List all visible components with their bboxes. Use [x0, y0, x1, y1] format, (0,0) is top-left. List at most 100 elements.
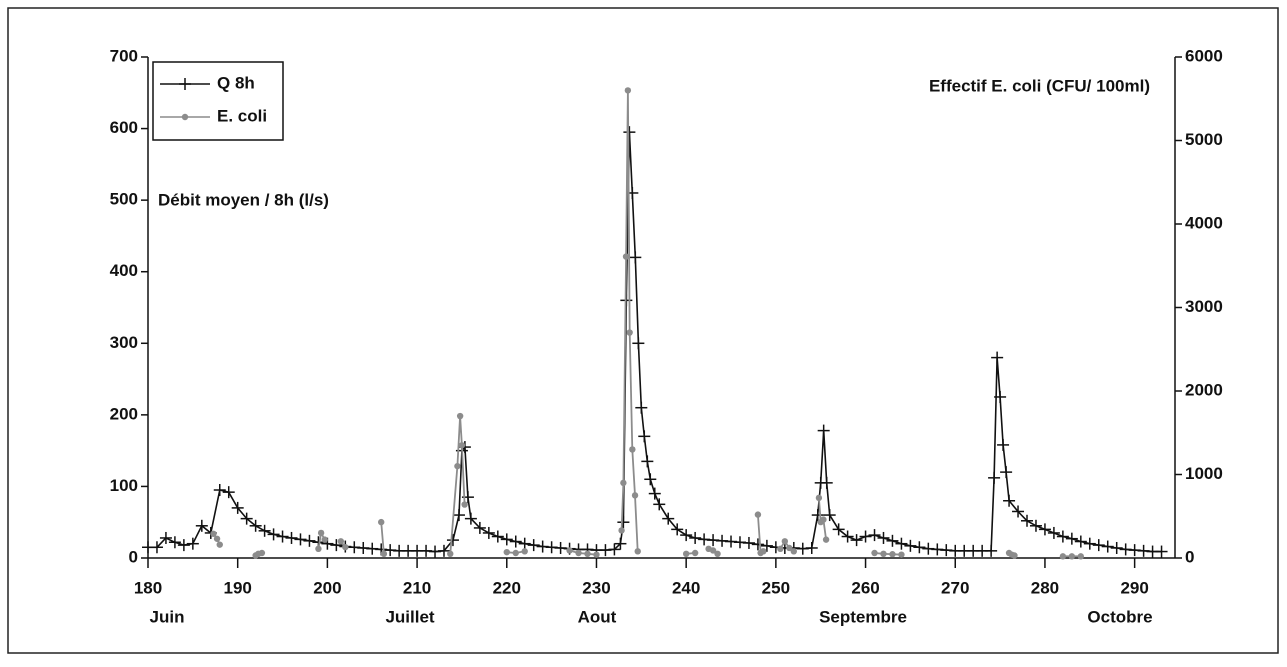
y2-tick-label: 0: [1185, 547, 1194, 566]
marker: [760, 548, 767, 555]
marker: [868, 529, 881, 542]
marker: [620, 479, 627, 487]
marker: [1056, 530, 1069, 543]
marker: [159, 531, 172, 544]
marker: [303, 534, 316, 547]
marker: [790, 548, 797, 555]
marker: [631, 492, 639, 499]
marker: [629, 251, 642, 264]
legend-label: Q 8h: [217, 73, 255, 92]
marker: [458, 442, 466, 449]
marker: [629, 446, 636, 453]
marker: [1029, 519, 1042, 532]
y-tick-label: 500: [110, 190, 138, 209]
y2-axis-label: Effectif E. coli (CFU/ 100ml): [929, 76, 1150, 95]
marker: [815, 494, 823, 502]
marker: [452, 509, 465, 522]
marker: [150, 541, 163, 554]
marker: [285, 531, 298, 544]
month-label: Juillet: [385, 607, 434, 626]
marker: [503, 548, 510, 556]
marker: [1021, 514, 1034, 527]
y-tick-label: 0: [129, 547, 138, 566]
y-tick-label: 700: [110, 46, 138, 65]
marker: [751, 538, 764, 551]
marker: [641, 455, 654, 468]
marker: [210, 530, 217, 537]
x-tick-label: 190: [224, 578, 252, 597]
y-tick-label: 200: [110, 404, 138, 423]
marker: [988, 471, 1001, 484]
x-tick-label: 250: [762, 578, 790, 597]
marker: [820, 516, 827, 523]
marker: [1101, 540, 1114, 553]
marker: [817, 424, 830, 437]
marker: [1000, 466, 1013, 479]
marker: [985, 544, 998, 557]
marker: [1068, 553, 1076, 560]
x-tick-label: 280: [1031, 578, 1059, 597]
marker: [714, 550, 721, 558]
x-tick-label: 260: [851, 578, 879, 597]
marker: [991, 351, 1004, 364]
month-label: Juin: [150, 607, 185, 626]
legend-label: E. coli: [217, 106, 267, 125]
marker: [464, 512, 477, 525]
marker: [518, 537, 531, 550]
marker: [321, 536, 328, 543]
x-tick-label: 200: [313, 578, 341, 597]
marker: [1047, 526, 1060, 539]
marker: [997, 438, 1010, 451]
marker: [632, 337, 645, 350]
marker: [454, 462, 461, 470]
marker: [1012, 505, 1025, 518]
marker: [437, 544, 450, 557]
marker: [786, 544, 793, 552]
marker: [859, 530, 872, 543]
marker: [566, 547, 573, 554]
marker: [216, 541, 223, 548]
marker: [231, 501, 244, 514]
marker: [1077, 553, 1085, 560]
marker: [482, 526, 495, 539]
marker: [895, 537, 908, 550]
marker: [168, 536, 181, 549]
x-tick-label: 270: [941, 578, 969, 597]
marker: [682, 550, 690, 558]
marker: [634, 548, 641, 555]
y-axis-label: Débit moyen / 8h (l/s): [158, 190, 329, 209]
y2-tick-label: 1000: [1185, 464, 1223, 483]
marker: [994, 390, 1007, 403]
marker: [1065, 532, 1078, 545]
marker: [222, 486, 235, 499]
marker: [754, 511, 762, 518]
marker: [195, 519, 208, 532]
marker: [1059, 553, 1067, 560]
marker: [509, 535, 522, 548]
y-tick-label: 400: [110, 261, 138, 280]
marker: [913, 541, 926, 554]
marker: [575, 549, 582, 557]
marker: [593, 551, 600, 558]
marker: [662, 512, 675, 525]
marker: [447, 550, 454, 558]
marker: [378, 518, 385, 526]
marker: [249, 519, 262, 532]
marker: [294, 533, 307, 546]
marker: [618, 527, 625, 534]
marker: [822, 536, 830, 543]
marker: [691, 549, 699, 557]
marker: [638, 430, 651, 443]
marker: [671, 523, 684, 536]
marker: [781, 538, 789, 545]
marker: [644, 473, 657, 486]
marker: [342, 543, 349, 551]
marker: [179, 78, 191, 90]
marker: [473, 521, 486, 534]
marker: [276, 530, 289, 543]
marker: [608, 543, 621, 556]
x-tick-label: 290: [1120, 578, 1148, 597]
marker: [1110, 541, 1123, 554]
marker: [760, 539, 773, 552]
